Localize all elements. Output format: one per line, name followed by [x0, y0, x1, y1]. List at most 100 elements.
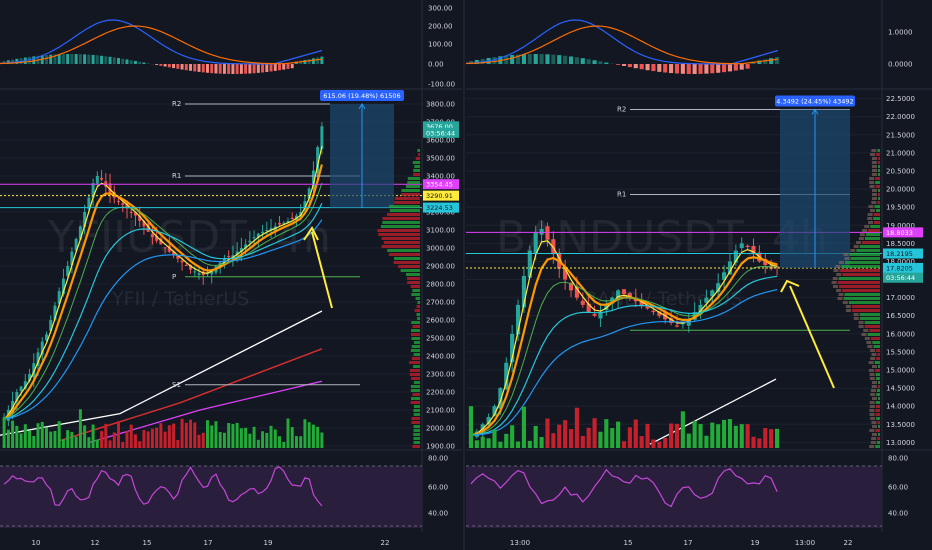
candle-body: [545, 226, 550, 240]
time-tick-label: 22: [381, 539, 390, 547]
macd-histogram-bar: [53, 54, 57, 64]
volume-bar: [299, 436, 303, 448]
volume-bar: [774, 428, 780, 448]
profile-bar: [852, 309, 880, 312]
profile-bar: [410, 333, 420, 336]
profile-bar: [878, 433, 880, 436]
volume-bar: [11, 420, 15, 448]
volume-bar: [61, 439, 65, 448]
profile-bar: [870, 225, 880, 228]
panel-right: 22.5000 22.0000 21.5000 21.0000 20.5000 20.00…: [465, 0, 932, 547]
profile-bar: [832, 277, 838, 280]
profile-bar: [875, 181, 880, 184]
candle-body: [627, 293, 632, 298]
candle-body: [320, 126, 324, 149]
time-tick-label: 19: [264, 539, 273, 547]
price-tick-label: 3000.00: [426, 245, 455, 253]
macd-histogram-bar: [739, 64, 744, 70]
volume-bar: [133, 434, 137, 448]
volume-bar: [580, 435, 585, 448]
candle-body: [252, 237, 256, 239]
price-tick-label: 2000.00: [426, 425, 455, 433]
profile-bar: [875, 373, 880, 376]
macd-histogram-bar: [510, 55, 515, 64]
volume-bar: [539, 437, 544, 448]
pivot-r2-label: R2: [617, 105, 626, 113]
profile-bar: [872, 341, 880, 344]
pivot-r1-label: R1: [172, 172, 181, 180]
candle-body: [74, 239, 78, 251]
macd-histogram-bar: [57, 54, 61, 64]
profile-bar: [413, 429, 420, 432]
profile-bar: [412, 445, 420, 448]
volume-bar: [290, 427, 294, 448]
profile-bar: [875, 401, 880, 404]
candle-body: [100, 177, 104, 180]
candle-body: [745, 245, 750, 247]
candle-body: [206, 273, 209, 275]
volume-bar: [722, 419, 727, 448]
candle-body: [117, 200, 120, 202]
candle-body: [155, 236, 159, 241]
candle-body: [91, 183, 95, 198]
volume-bar: [167, 425, 171, 448]
volume-bar: [698, 424, 703, 448]
profile-bar: [872, 365, 877, 368]
volume-bar: [486, 438, 491, 448]
macd-histogram-bar: [61, 54, 65, 64]
candle-body: [15, 392, 19, 402]
profile-bar: [858, 237, 864, 240]
profile-bar: [872, 381, 877, 384]
profile-bar: [875, 413, 880, 416]
macd-histogram-bar: [138, 61, 142, 64]
volume-bar: [757, 438, 762, 448]
profile-bar: [409, 361, 420, 364]
volume-bar: [510, 425, 515, 448]
volume-bar: [320, 432, 324, 448]
profile-bar: [413, 433, 420, 436]
profile-bar: [411, 397, 420, 400]
macd-histogram-bar: [574, 57, 579, 64]
price-tick-label: 14.5000: [886, 385, 915, 393]
macd-histogram-bar: [104, 56, 108, 64]
profile-bar: [398, 265, 420, 268]
volume-profile: [377, 149, 420, 448]
profile-bar: [394, 197, 420, 200]
macd-tick-label: 300.00: [428, 5, 453, 13]
macd-histogram-bar: [698, 64, 703, 74]
macd-histogram-bar: [716, 64, 721, 73]
volume-bar: [100, 431, 104, 448]
volume-bar: [70, 431, 74, 448]
profile-bar: [838, 261, 844, 264]
profile-bar: [869, 429, 875, 432]
volume-bar: [36, 423, 40, 448]
profile-bar: [410, 329, 420, 332]
macd-histogram-bar: [733, 64, 738, 71]
macd-histogram-bar: [774, 57, 780, 64]
volume-bar: [28, 430, 32, 448]
annotation-arrow: [780, 279, 835, 389]
macd-histogram-bar: [303, 59, 307, 64]
profile-bar: [870, 209, 876, 212]
profile-bar: [383, 241, 420, 244]
profile-bar: [870, 389, 876, 392]
candle-body: [83, 212, 87, 228]
candle-body: [36, 352, 40, 366]
rsi-line: [470, 468, 778, 508]
volume-bar: [146, 431, 150, 448]
price-tick-label: 2500.00: [426, 335, 455, 343]
candle-body: [533, 232, 538, 254]
volume-bar: [651, 439, 656, 448]
profile-bar: [411, 337, 420, 340]
volume-bar: [108, 440, 112, 448]
profile-bar: [405, 273, 420, 276]
candle-body: [486, 417, 491, 425]
price-tick-label: 3800.00: [426, 101, 455, 109]
price-tick-label: 2100.00: [426, 407, 455, 415]
profile-bar: [875, 405, 880, 408]
time-tick-label: 10: [32, 539, 41, 547]
volume-bar: [568, 429, 574, 448]
price-tag-label: 18.2195: [886, 250, 913, 258]
price-tag-label: 3224.53: [426, 204, 453, 212]
